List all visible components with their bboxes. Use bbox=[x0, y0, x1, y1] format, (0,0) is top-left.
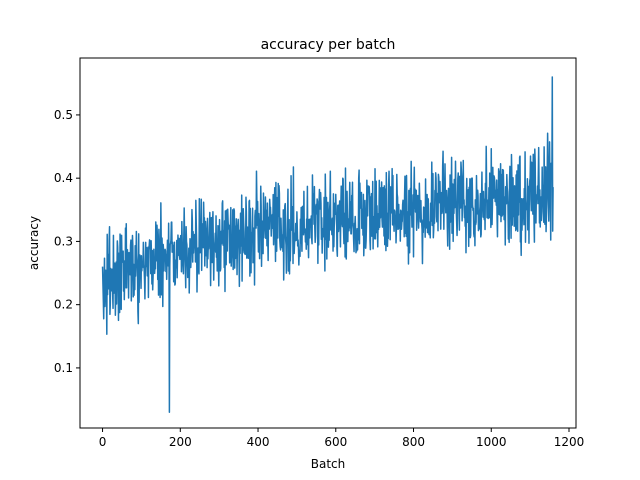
x-tick-label: 1200 bbox=[554, 435, 585, 449]
x-tick-label: 0 bbox=[99, 435, 107, 449]
y-tick-label: 0.5 bbox=[54, 108, 73, 122]
x-tick-label: 200 bbox=[169, 435, 192, 449]
y-axis-label: accuracy bbox=[27, 216, 41, 270]
y-tick-label: 0.3 bbox=[54, 234, 73, 248]
accuracy-series-line bbox=[101, 76, 554, 413]
x-tick-label: 1000 bbox=[476, 435, 507, 449]
y-tick-label: 0.1 bbox=[54, 361, 73, 375]
y-tick-label: 0.4 bbox=[54, 171, 73, 185]
plot-area bbox=[79, 57, 577, 429]
x-axis-label: Batch bbox=[311, 457, 346, 471]
x-tick-label: 800 bbox=[402, 435, 425, 449]
axes-frame bbox=[79, 57, 577, 429]
x-axis: 0 200 400 600 800 1000 1200 bbox=[99, 428, 585, 449]
x-tick-label: 600 bbox=[324, 435, 347, 449]
y-axis: 0.1 0.2 0.3 0.4 0.5 bbox=[54, 108, 80, 375]
chart-title: accuracy per batch bbox=[261, 37, 396, 53]
y-tick-label: 0.2 bbox=[54, 298, 73, 312]
series-layer bbox=[101, 76, 554, 413]
x-tick-label: 400 bbox=[247, 435, 270, 449]
